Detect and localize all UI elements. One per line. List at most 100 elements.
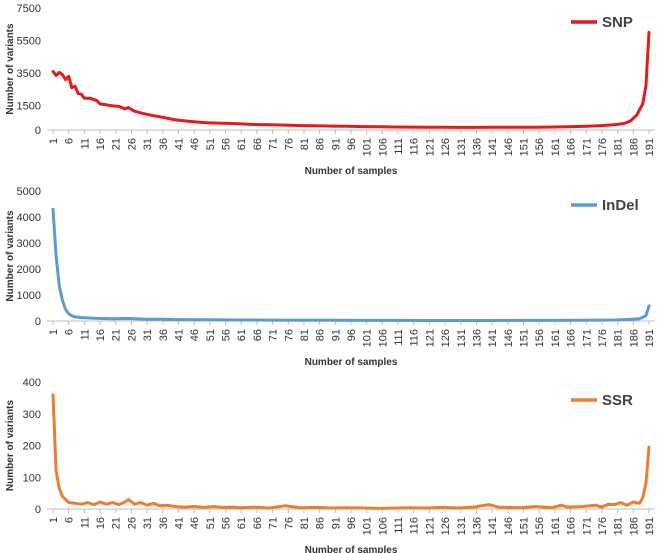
ssr-x-tick-label: 21 <box>111 517 123 529</box>
ssr-y-axis-title: Number of variants <box>5 399 16 491</box>
ssr-y-tick-label: 300 <box>23 409 41 421</box>
indel-x-tick-label: 131 <box>456 329 468 347</box>
ssr-x-tick-label: 131 <box>456 517 468 535</box>
ssr-y-tick-label: 100 <box>23 472 41 484</box>
ssr-x-tick-label: 191 <box>644 517 656 535</box>
indel-x-tick-label: 91 <box>330 329 342 341</box>
snp-legend-label: SNP <box>602 14 633 31</box>
indel-x-tick-label: 81 <box>299 329 311 341</box>
indel-x-tick-label: 136 <box>471 329 483 347</box>
snp-x-tick-label: 186 <box>628 138 640 156</box>
snp-x-tick-label: 11 <box>79 138 91 149</box>
indel-x-tick-label: 76 <box>283 329 295 341</box>
indel-x-tick-label: 71 <box>268 329 280 341</box>
indel-x-tick-label: 96 <box>346 329 358 341</box>
indel-x-tick-label: 46 <box>189 329 201 341</box>
snp-x-tick-label: 26 <box>126 138 138 150</box>
ssr-x-tick-label: 116 <box>409 517 421 535</box>
snp-x-tick-label: 161 <box>550 138 562 156</box>
ssr-x-tick-label: 136 <box>471 517 483 535</box>
ssr-y-tick-label: 0 <box>35 504 41 516</box>
snp-x-tick-label: 156 <box>534 138 546 156</box>
indel-x-tick-label: 171 <box>581 329 593 347</box>
snp-x-tick-label: 51 <box>205 138 217 150</box>
snp-x-tick-label: 126 <box>440 138 452 156</box>
snp-x-tick-label: 66 <box>252 138 264 150</box>
indel-x-tick-label: 176 <box>597 329 609 347</box>
ssr-x-tick-label: 36 <box>158 517 170 529</box>
indel-legend-label: InDel <box>602 197 639 214</box>
indel-x-tick-label: 51 <box>205 329 217 341</box>
ssr-y-tick-label: 400 <box>23 377 41 389</box>
ssr-x-tick-label: 156 <box>534 517 546 535</box>
snp-y-tick-label: 7500 <box>17 3 41 15</box>
ssr-x-tick-label: 91 <box>330 517 342 529</box>
ssr-x-tick-label: 166 <box>566 517 578 535</box>
snp-x-tick-label: 96 <box>346 138 358 150</box>
snp-x-tick-label: 101 <box>362 138 374 156</box>
indel-x-tick-label: 36 <box>158 329 170 341</box>
indel-x-tick-label: 181 <box>613 329 625 347</box>
snp-x-tick-label: 36 <box>158 138 170 150</box>
indel-x-tick-label: 156 <box>534 329 546 347</box>
snp-x-tick-label: 191 <box>644 138 656 156</box>
ssr-x-tick-label: 11 <box>79 517 91 528</box>
indel-x-tick-label: 61 <box>236 329 248 341</box>
indel-y-axis-title: Number of variants <box>5 210 16 302</box>
ssr-x-tick-label: 171 <box>581 517 593 535</box>
indel-x-tick-label: 101 <box>362 329 374 347</box>
snp-x-tick-label: 61 <box>236 138 248 150</box>
indel-x-tick-label: 121 <box>424 329 436 347</box>
ssr-x-tick-label: 111 <box>393 517 405 534</box>
indel-x-tick-label: 106 <box>377 329 389 347</box>
indel-x-axis-title: Number of samples <box>305 357 398 368</box>
snp-series-line <box>51 30 651 129</box>
indel-x-tick-label: 186 <box>628 329 640 347</box>
ssr-x-tick-label: 186 <box>628 517 640 535</box>
ssr-x-tick-label: 71 <box>268 517 280 529</box>
snp-x-tick-label: 116 <box>409 138 421 156</box>
indel-y-tick-label: 0 <box>35 316 41 328</box>
indel-y-tick-label: 3000 <box>17 238 41 250</box>
indel-y-tick-label: 4000 <box>17 212 41 224</box>
ssr-legend-label: SSR <box>602 392 633 409</box>
ssr-x-tick-label: 96 <box>346 517 358 529</box>
snp-y-axis-title: Number of variants <box>5 23 16 115</box>
ssr-x-tick-label: 76 <box>283 517 295 529</box>
indel-x-tick-label: 161 <box>550 329 562 347</box>
snp-x-tick-label: 71 <box>268 138 280 150</box>
ssr-x-tick-label: 26 <box>126 517 138 529</box>
ssr-x-tick-label: 146 <box>503 517 515 535</box>
indel-x-tick-label: 146 <box>503 329 515 347</box>
indel-x-tick-label: 191 <box>644 329 656 347</box>
ssr-x-tick-label: 66 <box>252 517 264 529</box>
snp-x-tick-label: 166 <box>566 138 578 156</box>
ssr-series-line <box>51 393 651 510</box>
snp-x-tick-label: 181 <box>613 138 625 156</box>
ssr-x-tick-label: 86 <box>315 517 327 529</box>
ssr-x-tick-label: 56 <box>221 517 233 529</box>
snp-x-tick-label: 146 <box>503 138 515 156</box>
indel-x-tick-label: 126 <box>440 329 452 347</box>
snp-y-tick-label: 3500 <box>17 68 41 80</box>
ssr-x-tick-label: 151 <box>519 517 531 535</box>
ssr-x-tick-label: 51 <box>205 517 217 529</box>
indel-y-tick-label: 2000 <box>17 264 41 276</box>
indel-y-tick-label: 1000 <box>17 290 41 302</box>
indel-x-tick-label: 166 <box>566 329 578 347</box>
snp-x-tick-label: 176 <box>597 138 609 156</box>
snp-x-tick-label: 106 <box>377 138 389 156</box>
ssr-x-tick-label: 121 <box>424 517 436 535</box>
snp-x-tick-label: 76 <box>283 138 295 150</box>
ssr-x-tick-label: 41 <box>173 517 185 529</box>
ssr-x-tick-label: 126 <box>440 517 452 535</box>
snp-x-axis-title: Number of samples <box>305 166 398 177</box>
ssr-x-tick-label: 161 <box>550 517 562 535</box>
ssr-x-tick-label: 101 <box>362 517 374 535</box>
snp-x-tick-label: 141 <box>487 138 499 156</box>
indel-x-tick-label: 86 <box>315 329 327 341</box>
